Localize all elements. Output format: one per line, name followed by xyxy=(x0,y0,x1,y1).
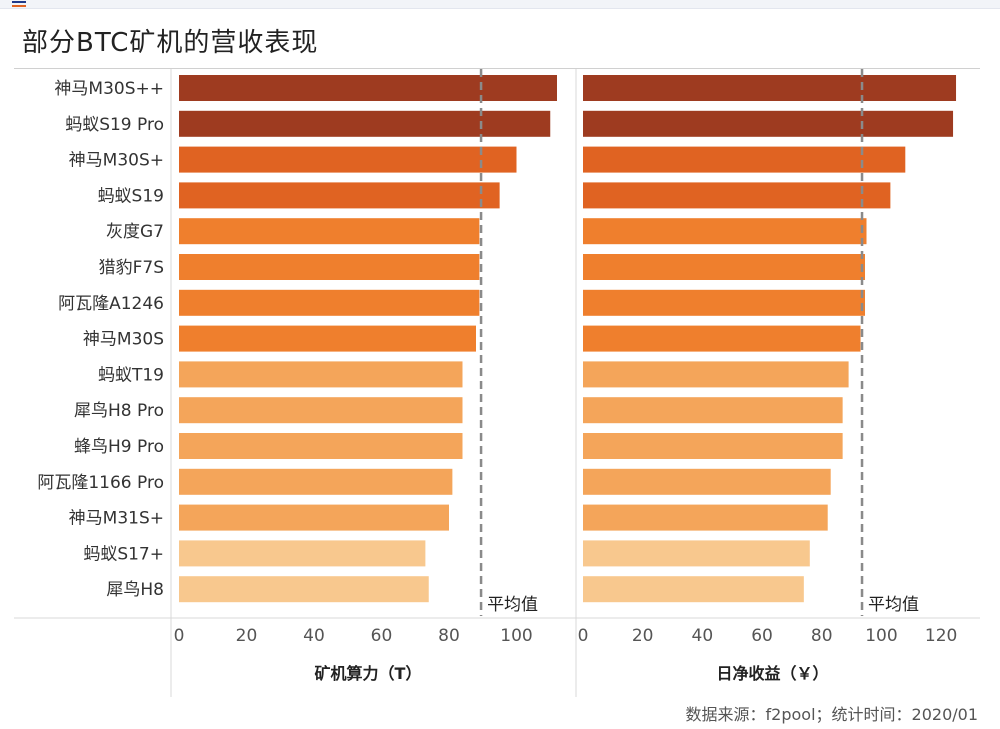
tick-label: 100 xyxy=(865,626,897,646)
bar xyxy=(583,397,843,424)
bar xyxy=(583,361,849,388)
tick-label: 80 xyxy=(811,626,833,646)
bar xyxy=(583,433,843,459)
page-title: 部分BTC矿机的营收表现 xyxy=(22,28,319,58)
category-label: 神马M31S+ xyxy=(69,509,164,529)
bar xyxy=(179,540,426,567)
bar xyxy=(583,325,861,352)
category-label: 神马M30S+ xyxy=(69,151,164,171)
tick-label: 40 xyxy=(303,626,325,646)
category-label: 蚂蚁S17+ xyxy=(83,544,164,564)
top-banner xyxy=(0,0,1000,9)
bar xyxy=(179,361,463,388)
tick-label: 100 xyxy=(500,626,532,646)
bar xyxy=(583,182,891,209)
bar xyxy=(179,397,463,424)
category-label: 猎豹F7S xyxy=(99,258,164,278)
tick-label: 60 xyxy=(371,626,393,646)
category-label: 犀鸟H8 Pro xyxy=(74,401,164,421)
source-note: 数据来源：f2pool；统计时间：2020/01 xyxy=(685,705,978,724)
category-label: 灰度G7 xyxy=(106,222,164,242)
bar xyxy=(179,254,480,280)
category-label: 蚂蚁S19 Pro xyxy=(65,115,164,135)
category-label: 阿瓦隆A1246 xyxy=(58,294,164,314)
bar xyxy=(179,576,429,603)
bar xyxy=(179,468,453,495)
category-label: 蚂蚁S19 xyxy=(98,186,164,206)
category-label: 犀鸟H8 xyxy=(106,580,164,600)
average-label: 平均值 xyxy=(868,595,919,615)
tick-label: 0 xyxy=(578,626,589,646)
category-label: 神马M30S++ xyxy=(54,79,164,99)
bar xyxy=(179,325,476,352)
logo-icon xyxy=(12,1,26,7)
bar-charts: 神马M30S++ 蚂蚁S19 Pro 神马M30S+ 蚂蚁S19 灰度G7 猎豹F7S 阿瓦… xyxy=(14,69,980,697)
bar xyxy=(179,110,551,137)
bar xyxy=(583,504,828,531)
bar xyxy=(583,75,957,101)
category-label: 阿瓦隆1166 Pro xyxy=(37,473,164,493)
tick-label: 80 xyxy=(438,626,460,646)
bar xyxy=(179,433,463,459)
tick-label: 20 xyxy=(632,626,654,646)
chart-area: 神马M30S++ 蚂蚁S19 Pro 神马M30S+ 蚂蚁S19 灰度G7 猎豹F7S 阿瓦… xyxy=(14,68,980,699)
axis-label: 矿机算力（T） xyxy=(315,664,422,683)
tick-label: 40 xyxy=(692,626,714,646)
bar xyxy=(179,504,449,531)
bar xyxy=(583,540,810,567)
bar xyxy=(583,576,804,603)
tick-label: 60 xyxy=(751,626,773,646)
bar xyxy=(583,146,906,173)
average-label: 平均值 xyxy=(487,595,538,615)
bar xyxy=(583,289,866,316)
bar xyxy=(583,110,954,137)
category-label: 神马M30S xyxy=(83,330,164,350)
bar xyxy=(583,468,831,495)
tick-label: 20 xyxy=(236,626,258,646)
bar xyxy=(179,182,500,209)
axis-label: 日净收益（￥） xyxy=(716,664,828,683)
tick-label: 120 xyxy=(925,626,957,646)
category-label: 蚂蚁T19 xyxy=(98,365,164,385)
bar xyxy=(179,75,557,101)
tick-label: 0 xyxy=(174,626,185,646)
bar xyxy=(179,146,517,173)
bar xyxy=(583,218,867,245)
category-label: 蜂鸟H9 Pro xyxy=(74,437,164,457)
bar xyxy=(179,289,480,316)
bar xyxy=(583,254,866,280)
bar xyxy=(179,218,480,245)
